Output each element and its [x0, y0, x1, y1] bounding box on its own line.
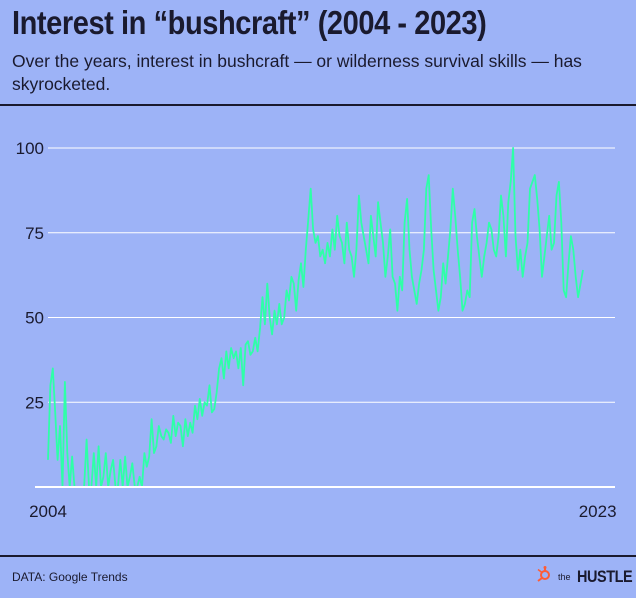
hubspot-sprocket-icon [536, 566, 552, 587]
x-tick-label: 2023 [579, 502, 617, 521]
bottom-divider [0, 555, 636, 557]
brand-logo: the HUSTLE [536, 566, 636, 587]
line-chart: 25 50 75 100 2004 2023 [16, 139, 617, 521]
x-tick-label: 2004 [29, 502, 67, 521]
x-axis-ticks: 2004 2023 [29, 502, 616, 521]
chart-subtitle: Over the years, interest in bushcraft — … [12, 51, 582, 94]
y-tick-label: 100 [16, 139, 44, 158]
y-tick-label: 75 [25, 224, 44, 243]
brand-prefix: the [558, 571, 571, 582]
brand-name: HUSTLE [576, 566, 633, 586]
data-source: DATA: Google Trends [12, 570, 128, 584]
y-axis-ticks: 25 50 75 100 [16, 139, 44, 412]
y-tick-label: 25 [25, 393, 44, 412]
top-divider [0, 104, 636, 106]
y-tick-label: 50 [25, 309, 44, 328]
chart-title: Interest in “bushcraft” (2004 - 2023) [12, 4, 487, 41]
